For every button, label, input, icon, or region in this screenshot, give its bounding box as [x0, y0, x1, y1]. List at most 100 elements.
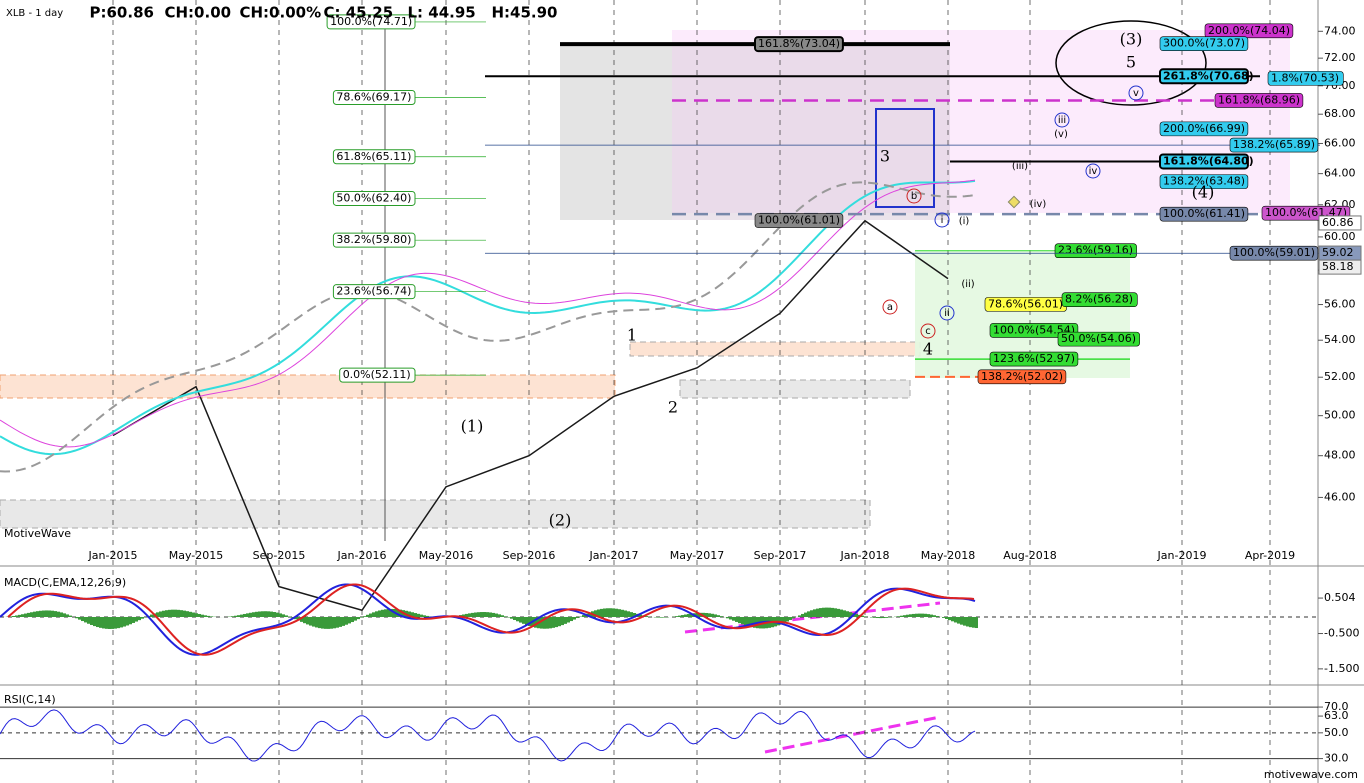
histogram-bar [600, 608, 603, 617]
histogram-bar [660, 617, 663, 618]
fib-label: 261.8%(70.68) [1163, 69, 1254, 82]
fib-label: 0.0%(52.11) [343, 368, 411, 381]
header-item: C: 45.25 [324, 4, 394, 22]
histogram-bar [525, 617, 528, 625]
histogram-bar [729, 617, 732, 620]
histogram-bar [135, 617, 138, 622]
histogram-bar [753, 617, 756, 628]
histogram-bar [351, 617, 354, 623]
histogram-bar [834, 608, 837, 617]
histogram-bar [864, 616, 867, 617]
histogram-bar [663, 617, 666, 618]
histogram-bar [138, 617, 141, 621]
histogram-bar [783, 617, 786, 623]
fib-label: 100.0%(54.54) [993, 323, 1075, 336]
histogram-bar [747, 617, 750, 627]
histogram-bar [933, 615, 936, 617]
histogram-bar [105, 617, 108, 629]
histogram-bar [828, 607, 831, 617]
y-tick-label: 64.00 [1324, 167, 1356, 180]
histogram-bar [408, 611, 411, 617]
wave-label: 1 [627, 326, 637, 345]
histogram-bar [942, 617, 945, 618]
fib-label-box [332, 149, 416, 165]
histogram-bar [303, 617, 306, 624]
wave-label: (iii) [1012, 161, 1028, 172]
fib-label-box [1204, 23, 1294, 39]
histogram-bar [174, 609, 177, 617]
y-tick-label: 30.0 [1324, 752, 1349, 765]
histogram-bar [201, 614, 204, 617]
histogram-bar [813, 609, 816, 617]
histogram-bar [573, 617, 576, 620]
histogram-bar [36, 611, 39, 617]
histogram-bar [705, 612, 708, 617]
histogram-bar [930, 614, 933, 617]
histogram-bar [612, 608, 615, 617]
fib-label-box [326, 14, 416, 30]
histogram-bar [381, 609, 384, 617]
histogram-bar [630, 612, 633, 617]
histogram-bar [195, 613, 198, 617]
histogram-bar [861, 615, 864, 617]
histogram-bar [804, 612, 807, 617]
histogram-bar [342, 617, 345, 626]
indicator-line [0, 583, 976, 656]
histogram-bar [171, 609, 174, 617]
x-tick-label: May-2017 [670, 549, 725, 562]
wave-circle [920, 323, 936, 339]
histogram-bar [615, 608, 618, 617]
histogram-bar [384, 609, 387, 617]
price-tag-label: 59.02 [1322, 246, 1354, 259]
y-tick-label: 70.0 [1324, 700, 1349, 713]
histogram-bar [477, 612, 480, 617]
header-item: L: 44.95 [408, 4, 476, 22]
y-tick-label: -1.500 [1324, 662, 1359, 675]
histogram-bar [879, 617, 882, 619]
histogram-bar [372, 612, 375, 617]
histogram-bar [321, 617, 324, 629]
histogram-bar [87, 617, 90, 624]
histogram-bar [945, 617, 948, 619]
fib-label: 123.6%(52.97) [993, 352, 1075, 365]
histogram-bar [249, 612, 252, 617]
gray-zone [679, 379, 911, 399]
histogram-bar [681, 615, 684, 617]
histogram-bar [375, 611, 378, 617]
histogram-bar [267, 611, 270, 617]
wave-label: v [1133, 88, 1139, 99]
histogram-bar [39, 610, 42, 617]
histogram-bar [588, 612, 591, 617]
histogram-bar [66, 614, 69, 617]
histogram-bar [540, 617, 543, 629]
histogram-bar [264, 611, 267, 617]
fib-label-box [1061, 292, 1138, 307]
histogram-bar [678, 615, 681, 617]
histogram-bar [732, 617, 735, 621]
histogram-bar [30, 612, 33, 617]
indicator-line [7, 583, 975, 656]
wave-label: 4 [923, 340, 933, 359]
fib-label-box [1159, 174, 1249, 189]
histogram-bar [339, 617, 342, 627]
wave-circle [934, 212, 950, 228]
wave-label: a [887, 302, 893, 313]
fib-label-box [1159, 206, 1249, 222]
fib-label-box [754, 36, 844, 53]
histogram-bar [519, 617, 522, 623]
fib-label: 1.8%(70.53) [1271, 71, 1339, 84]
histogram-bar [270, 611, 273, 617]
x-tick-label: May-2015 [169, 549, 224, 562]
histogram-bar [639, 614, 642, 617]
histogram-bar [969, 617, 972, 628]
histogram-bar [957, 617, 960, 624]
histogram-bar [117, 617, 120, 629]
histogram-bar [483, 612, 486, 617]
histogram-bar [546, 617, 549, 629]
histogram-bar [237, 615, 240, 617]
histogram-bar [567, 617, 570, 623]
wave-label: iv [1089, 166, 1098, 177]
x-tick-label: Sep-2016 [503, 549, 556, 562]
marker [1007, 195, 1021, 209]
y-tick-label: 50.0 [1324, 726, 1349, 739]
